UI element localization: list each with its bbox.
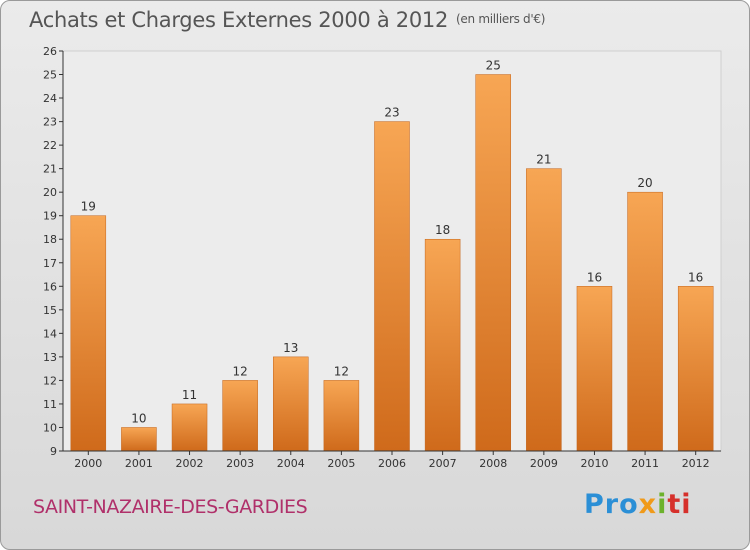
data-label: 18: [435, 223, 450, 237]
data-label: 10: [131, 411, 146, 425]
x-tick-label: 2006: [378, 457, 406, 470]
bar: [526, 168, 562, 452]
bar: [627, 191, 663, 452]
bar: [424, 238, 461, 452]
y-axis: 9 10 11 12 13 14 15 16 17 18 19 20 21 22 23 24 25 26: [43, 45, 64, 458]
data-label: 12: [334, 364, 349, 378]
y-tick-label: 21: [43, 163, 57, 176]
x-tick-label: 2004: [277, 457, 305, 470]
x-tick-label: 2007: [429, 457, 457, 470]
x-tick-label: 2010: [580, 457, 608, 470]
logo-part-2: x: [638, 489, 658, 520]
y-tick-label: 12: [43, 374, 57, 387]
y-tick-label: 19: [43, 210, 57, 223]
data-label: 13: [283, 341, 298, 355]
logo-part-3: i: [657, 489, 668, 520]
data-label: 20: [637, 176, 652, 190]
y-tick-label: 18: [43, 233, 57, 246]
y-tick-label: 20: [43, 186, 57, 199]
x-tick-label: 2005: [327, 457, 355, 470]
y-tick-label: 14: [43, 327, 57, 340]
bar: [222, 380, 258, 452]
y-tick-label: 15: [43, 304, 57, 317]
x-tick-label: 2012: [682, 457, 710, 470]
data-label: 12: [233, 364, 248, 378]
x-tick-label: 2008: [479, 457, 507, 470]
bars: 19 10 11 12 13 12 23 18 25 21 16 20 16: [70, 59, 714, 452]
bar: [171, 403, 208, 452]
y-tick-label: 9: [50, 445, 57, 458]
data-label: 25: [486, 59, 501, 73]
data-label: 16: [688, 270, 703, 284]
chart-unit: (en milliers d'€): [456, 12, 546, 26]
y-tick-label: 13: [43, 351, 57, 364]
chart-title: Achats et Charges Externes 2000 à 2012 (e…: [29, 8, 545, 32]
x-tick-label: 2003: [226, 457, 254, 470]
x-tick-label: 2009: [530, 457, 558, 470]
bar: [323, 380, 360, 452]
y-tick-label: 23: [43, 116, 57, 129]
proxiti-logo: Proxiti: [584, 489, 692, 520]
y-tick-label: 26: [43, 45, 57, 58]
bar: [121, 427, 157, 452]
y-tick-label: 24: [43, 92, 57, 105]
x-axis: 2000 2001 2002 2003 2004 2005 2006 2007 2008 2009…: [63, 450, 721, 470]
data-label: 19: [81, 200, 96, 214]
x-tick-label: 2000: [74, 457, 102, 470]
commune-name: SAINT-NAZAIRE-DES-GARDIES: [33, 496, 308, 518]
y-tick-label: 16: [43, 280, 57, 293]
y-tick-label: 10: [43, 421, 57, 434]
bar: [677, 286, 714, 452]
bar: [475, 74, 511, 452]
bar: [273, 356, 309, 452]
data-label: 21: [536, 153, 551, 167]
y-tick-label: 22: [43, 139, 57, 152]
x-tick-label: 2001: [125, 457, 153, 470]
x-tick-label: 2002: [176, 457, 204, 470]
chart-title-text: Achats et Charges Externes 2000 à 2012: [29, 8, 449, 32]
y-tick-label: 25: [43, 69, 57, 82]
data-label: 16: [587, 270, 602, 284]
logo-part-4: ti: [667, 489, 692, 520]
bar: [374, 121, 410, 452]
bar: [576, 286, 613, 452]
y-tick-label: 17: [43, 257, 57, 270]
x-tick-label: 2011: [631, 457, 659, 470]
bar: [70, 215, 107, 452]
data-label: 11: [182, 388, 197, 402]
y-tick-label: 11: [43, 398, 57, 411]
logo-part-1: Pro: [584, 489, 639, 520]
data-label: 23: [384, 106, 399, 120]
